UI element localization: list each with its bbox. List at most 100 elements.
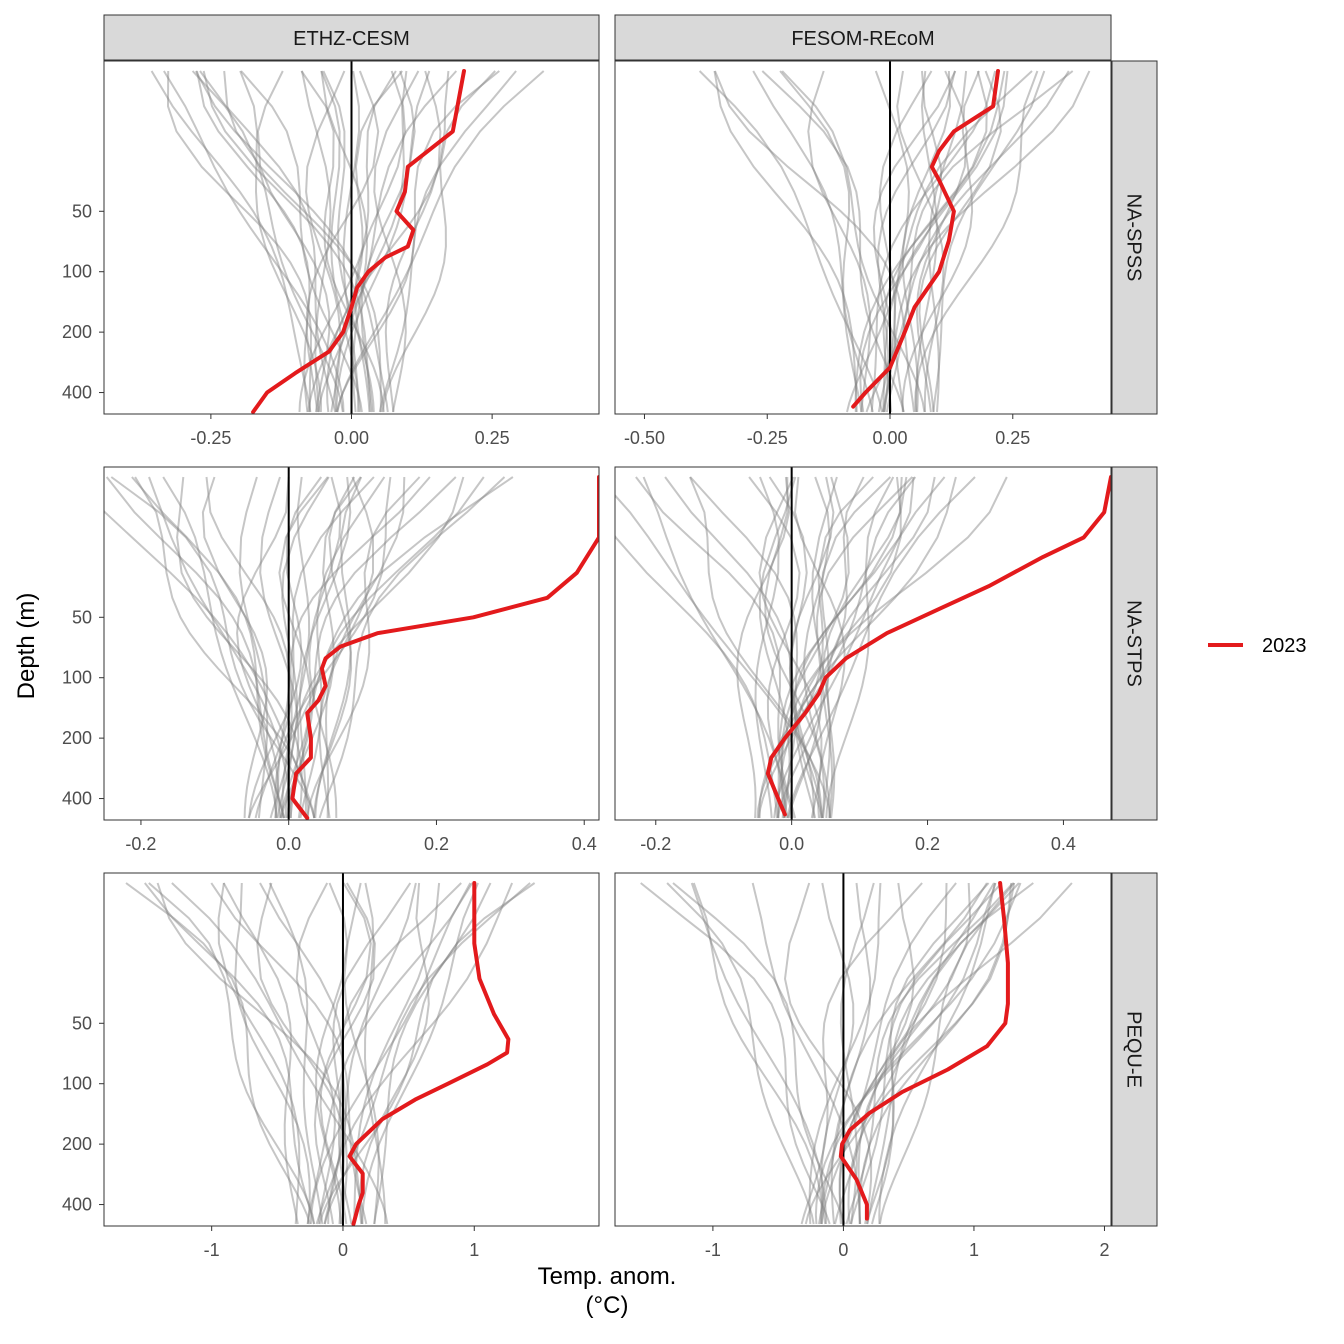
ensemble-line — [199, 70, 337, 413]
row-strip — [1111, 60, 1158, 415]
ensemble-line — [269, 476, 431, 819]
x-tick-label: 0 — [838, 1240, 848, 1260]
ensemble-line — [378, 70, 517, 413]
ensemble-line — [885, 70, 1070, 413]
ensemble-line — [317, 70, 458, 413]
panel-background — [104, 873, 599, 1226]
y-tick-label: 100 — [62, 1074, 92, 1094]
ensemble-line — [635, 476, 797, 819]
ensemble-line — [301, 70, 332, 413]
y-tick-label: 50 — [72, 607, 92, 627]
row-strip — [1111, 466, 1158, 821]
ensemble-line — [689, 476, 823, 819]
x-tick-label: 1 — [469, 1240, 479, 1260]
ensemble-line — [104, 509, 316, 819]
panel-na-spss-fesom-recom: -0.50 -0.25 0.00 0.25 — [614, 60, 1112, 448]
y-tick-label: 100 — [62, 668, 92, 688]
ensemble-line — [914, 70, 1039, 413]
ensemble-line — [334, 70, 408, 413]
ensemble-line — [312, 476, 356, 819]
ensemble-line — [384, 70, 442, 413]
ensemble-line — [698, 70, 883, 413]
ensemble-line — [859, 70, 943, 413]
ensemble-line — [276, 476, 330, 819]
x-tick-label: 2 — [1099, 1240, 1109, 1260]
ensemble-line — [353, 882, 441, 1224]
ensemble-line — [134, 476, 310, 819]
ensemble-line — [802, 476, 832, 819]
ensemble-line — [313, 882, 376, 1225]
legend-label-2023: 2023 — [1262, 635, 1307, 657]
ensemble-line — [336, 70, 545, 413]
ensemble-line — [268, 882, 324, 1225]
ensemble-line — [781, 476, 1008, 819]
ensemble-line — [307, 70, 403, 413]
x-tick-label: -0.2 — [125, 834, 156, 854]
ensemble-line — [615, 493, 831, 819]
ensemble-line — [874, 70, 910, 413]
highlight-line-2023 — [347, 881, 511, 1226]
ensemble-line — [319, 882, 372, 1225]
ensemble-line — [751, 882, 861, 1225]
ensemble-line — [309, 882, 472, 1225]
ensemble-line — [736, 476, 791, 819]
ensemble-line — [176, 476, 303, 819]
ensemble-line — [830, 882, 872, 1225]
x-tick-label: 1 — [969, 1240, 979, 1260]
ensemble-line — [217, 882, 301, 1225]
y-tick-label: 400 — [62, 1195, 92, 1215]
ensemble-line — [689, 476, 824, 819]
ensemble-line — [826, 476, 936, 819]
ensemble-line — [320, 70, 361, 413]
y-tick-label: 200 — [62, 728, 92, 748]
x-tick-label: 0.2 — [424, 834, 449, 854]
y-axis-title: Depth (m) — [13, 593, 40, 700]
ensemble-line — [783, 882, 873, 1225]
ensemble-line — [323, 882, 412, 1225]
ensemble-line — [326, 70, 450, 413]
row-strip — [1111, 872, 1158, 1227]
ensemble-line — [757, 476, 874, 819]
ensemble-line — [110, 476, 316, 819]
ensemble-line — [692, 882, 824, 1225]
ensemble-line — [239, 70, 323, 413]
x-axis-title-unit: (°C) — [586, 1292, 629, 1319]
panel-plot-area — [150, 61, 545, 414]
panel-border — [614, 60, 1112, 415]
panel-border — [103, 872, 600, 1227]
ensemble-line — [322, 70, 375, 413]
ensemble-line — [758, 476, 823, 819]
ensemble-line — [222, 882, 299, 1225]
x-tick-label: 0.00 — [334, 428, 369, 448]
x-tick-label: 0.0 — [779, 834, 804, 854]
panel-background — [615, 467, 1111, 820]
ensemble-line — [308, 476, 342, 819]
highlight-line-2023 — [251, 69, 466, 414]
x-tick-label: -1 — [705, 1240, 721, 1260]
ensemble-line — [878, 882, 1020, 1225]
y-tick-label: 400 — [62, 789, 92, 809]
ensemble-line — [361, 882, 479, 1225]
highlight-line-2023 — [765, 475, 1111, 817]
ensemble-line — [748, 476, 801, 819]
panel-plot-area — [615, 467, 1111, 820]
ensemble-line — [779, 70, 874, 413]
column-strip — [614, 14, 1112, 61]
panel-border — [103, 466, 600, 821]
ensemble-line — [299, 476, 386, 819]
ensemble-line — [163, 70, 345, 413]
ensemble-line — [713, 70, 858, 413]
row-strip-label: NA-SPSS — [1123, 194, 1145, 282]
panel-na-stps-fesom-recom: -0.2 0.0 0.2 0.4 — [614, 466, 1112, 854]
column-strip-label: ETHZ-CESM — [293, 28, 410, 50]
ensemble-line — [240, 70, 363, 413]
ensemble-line — [642, 476, 786, 819]
ensemble-line — [814, 882, 997, 1225]
ensemble-line — [236, 476, 290, 819]
highlight-line-2023 — [838, 881, 1010, 1221]
ensemble-line — [664, 476, 817, 819]
ensemble-line — [259, 882, 353, 1225]
ensemble-line — [171, 882, 389, 1225]
ensemble-line — [777, 476, 957, 819]
